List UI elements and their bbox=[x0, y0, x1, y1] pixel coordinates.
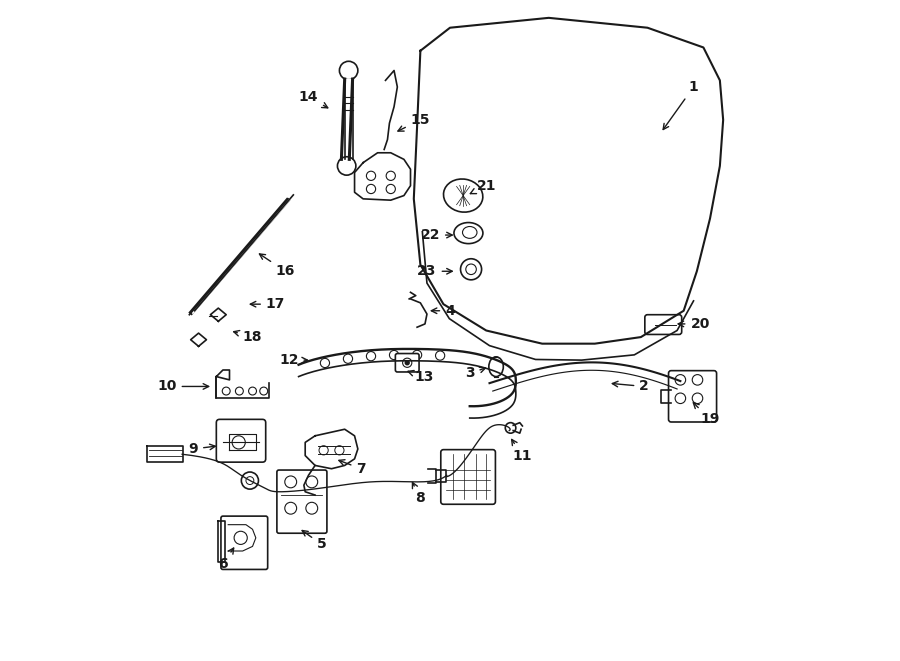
Circle shape bbox=[405, 361, 410, 365]
Text: 8: 8 bbox=[412, 483, 426, 506]
Text: 9: 9 bbox=[188, 442, 215, 456]
Text: 17: 17 bbox=[250, 297, 285, 311]
FancyBboxPatch shape bbox=[277, 470, 327, 533]
Text: 14: 14 bbox=[299, 90, 328, 108]
Text: 21: 21 bbox=[471, 178, 496, 194]
Text: 6: 6 bbox=[218, 548, 234, 571]
Text: 13: 13 bbox=[408, 369, 434, 383]
Text: 4: 4 bbox=[431, 304, 454, 318]
Text: 16: 16 bbox=[259, 254, 295, 278]
FancyBboxPatch shape bbox=[669, 371, 716, 422]
Text: 11: 11 bbox=[511, 440, 532, 463]
Text: 12: 12 bbox=[279, 353, 308, 367]
Text: 1: 1 bbox=[663, 80, 698, 130]
Text: 5: 5 bbox=[302, 531, 327, 551]
FancyBboxPatch shape bbox=[395, 354, 419, 372]
FancyBboxPatch shape bbox=[216, 419, 266, 462]
Text: 2: 2 bbox=[612, 379, 649, 393]
FancyBboxPatch shape bbox=[644, 315, 681, 334]
FancyBboxPatch shape bbox=[441, 449, 495, 504]
Text: 22: 22 bbox=[420, 228, 452, 242]
Text: 19: 19 bbox=[693, 403, 720, 426]
Text: 15: 15 bbox=[398, 113, 430, 131]
Text: 20: 20 bbox=[678, 317, 710, 331]
Text: 3: 3 bbox=[465, 366, 485, 380]
Text: 7: 7 bbox=[339, 459, 366, 476]
Text: 18: 18 bbox=[234, 330, 262, 344]
FancyBboxPatch shape bbox=[220, 516, 267, 569]
Text: 10: 10 bbox=[158, 379, 209, 393]
Text: 23: 23 bbox=[418, 264, 453, 278]
